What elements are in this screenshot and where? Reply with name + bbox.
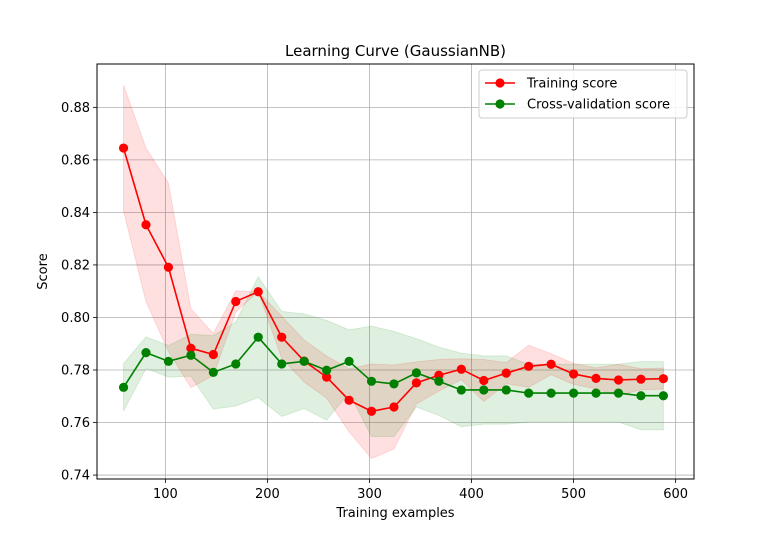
legend-label: Training score <box>526 77 617 92</box>
data-point <box>118 143 129 153</box>
data-point <box>591 373 601 384</box>
data-point <box>344 395 354 405</box>
y-tick-label: 0.84 <box>61 206 90 221</box>
data-point <box>163 356 174 366</box>
legend-marker <box>495 99 505 109</box>
legend: Training score Cross-validation score <box>478 69 688 119</box>
data-point <box>636 391 646 401</box>
data-point <box>299 356 309 366</box>
x-axis-ticks: 100 200 300 400 500 600 <box>153 479 688 502</box>
x-tick-label: 400 <box>459 487 484 502</box>
data-point <box>208 349 218 360</box>
data-point <box>434 376 444 386</box>
data-point <box>253 332 263 342</box>
data-point <box>231 359 241 369</box>
data-point <box>524 361 534 371</box>
chart-title: Learning Curve (GaussianNB) <box>285 42 506 60</box>
y-tick-label: 0.82 <box>61 258 90 273</box>
x-tick-label: 500 <box>561 487 586 502</box>
data-point <box>568 369 579 379</box>
data-point <box>524 388 534 398</box>
y-tick-label: 0.78 <box>61 363 90 378</box>
variance-band-1 <box>123 275 664 437</box>
x-tick-label: 200 <box>255 487 280 502</box>
data-point <box>366 406 377 416</box>
data-point <box>501 368 511 378</box>
y-axis-ticks: 0.74 0.76 0.78 0.80 0.82 0.84 0.86 0.88 <box>61 101 97 484</box>
x-tick-label: 100 <box>153 487 178 502</box>
y-axis-label: Score <box>36 253 51 289</box>
data-point <box>253 287 263 297</box>
data-point <box>277 359 287 369</box>
data-point <box>456 364 466 374</box>
data-point <box>456 385 466 395</box>
data-point <box>613 388 624 398</box>
y-tick-label: 0.80 <box>61 311 90 326</box>
data-point <box>322 372 332 382</box>
data-point <box>658 374 668 384</box>
data-point <box>546 388 556 398</box>
data-point <box>479 385 489 395</box>
data-point <box>411 378 422 388</box>
data-point <box>636 374 646 384</box>
data-point <box>141 348 151 358</box>
data-point <box>141 220 151 230</box>
legend-label: Cross-validation score <box>527 98 670 113</box>
data-point <box>186 343 196 353</box>
x-tick-label: 300 <box>357 487 382 502</box>
y-tick-label: 0.86 <box>61 153 90 168</box>
data-point <box>118 382 129 392</box>
data-point <box>322 365 332 375</box>
data-point <box>613 375 624 385</box>
y-tick-label: 0.88 <box>61 101 90 116</box>
data-point <box>568 388 579 398</box>
legend-box <box>478 69 688 119</box>
data-point <box>186 350 196 360</box>
data-point <box>546 359 556 369</box>
data-point <box>479 375 489 386</box>
data-point <box>163 262 174 272</box>
data-point <box>658 391 668 401</box>
legend-marker <box>495 78 505 88</box>
data-point <box>591 388 601 398</box>
x-tick-label: 600 <box>663 487 688 502</box>
x-axis-label: Training examples <box>335 506 454 521</box>
y-tick-label: 0.74 <box>61 469 90 484</box>
data-point <box>411 368 422 378</box>
data-point <box>501 385 511 395</box>
data-point <box>389 402 399 412</box>
data-point <box>208 367 218 377</box>
data-point <box>231 296 241 307</box>
data-point <box>389 379 399 389</box>
data-point <box>277 332 287 342</box>
data-point <box>366 376 377 386</box>
y-tick-label: 0.76 <box>61 416 90 431</box>
series-lines <box>118 143 668 416</box>
plot-frame <box>96 63 695 480</box>
data-point <box>344 356 354 366</box>
